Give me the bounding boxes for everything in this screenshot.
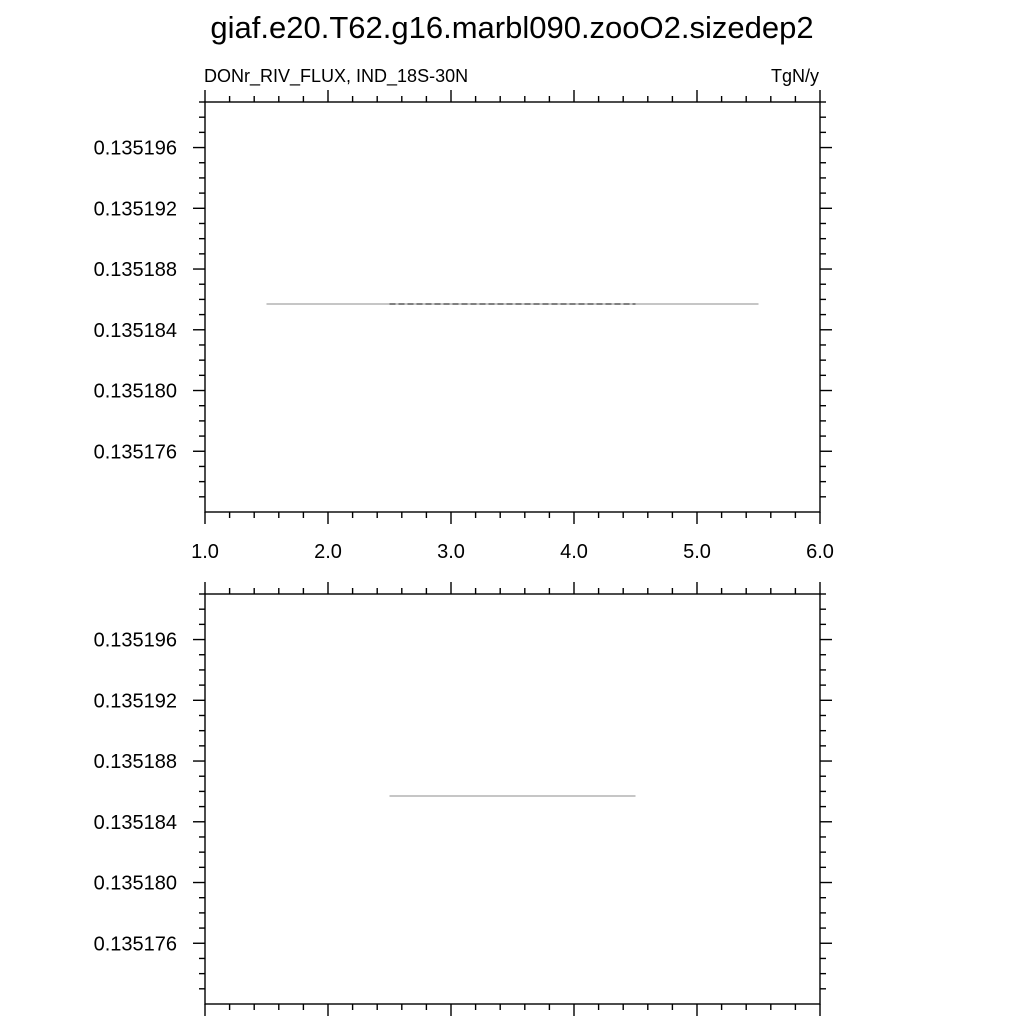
panel-1-y-tick-label: 0.135176	[94, 441, 177, 463]
panel-1-y-tick-label: 0.135192	[94, 198, 177, 220]
panel-2-y-tick-label: 0.135188	[94, 751, 177, 773]
panel-1-plot: 1.0 2.0 3.0 4.0 5.0 6.0 0.135176 0.135180 0.1351…	[94, 90, 834, 563]
panel-2-y-tick-label: 0.135180	[94, 873, 177, 895]
panel-1-y-tick-label: 0.135180	[94, 381, 177, 403]
panel-2-y-tick-label: 0.135196	[94, 630, 177, 652]
panel-1-x-tick-label: 6.0	[806, 541, 834, 563]
panel-1-x-tick-label: 4.0	[560, 541, 588, 563]
panel-1-y-tick-label: 0.135196	[94, 138, 177, 160]
panel-1-units: TgN/y	[771, 66, 819, 86]
panel-2-y-tick-label: 0.135176	[94, 933, 177, 955]
figure-title: giaf.e20.T62.g16.marbl090.zooO2.sizedep2	[210, 10, 813, 45]
panel-1-y-tick-label: 0.135184	[94, 320, 177, 342]
panel-1-left-string: DONr_RIV_FLUX, IND_18S-30N	[204, 66, 468, 87]
panel-1-frame	[204, 101, 821, 513]
panel-2-y-tick-label: 0.135184	[94, 812, 177, 834]
panel-1-x-tick-label: 5.0	[683, 541, 711, 563]
panel-2-y-tick-label: 0.135192	[94, 690, 177, 712]
panel-1-x-tick-label: 3.0	[437, 541, 465, 563]
panel-1-x-tick-label: 2.0	[314, 541, 342, 563]
panel-2-plot: 0.135176 0.135180 0.135184 0.135188 0.135192…	[94, 582, 832, 1016]
panel-1-y-tick-label: 0.135188	[94, 259, 177, 281]
panel-2-frame	[204, 593, 821, 1005]
panel-1-x-tick-label: 1.0	[191, 541, 219, 563]
